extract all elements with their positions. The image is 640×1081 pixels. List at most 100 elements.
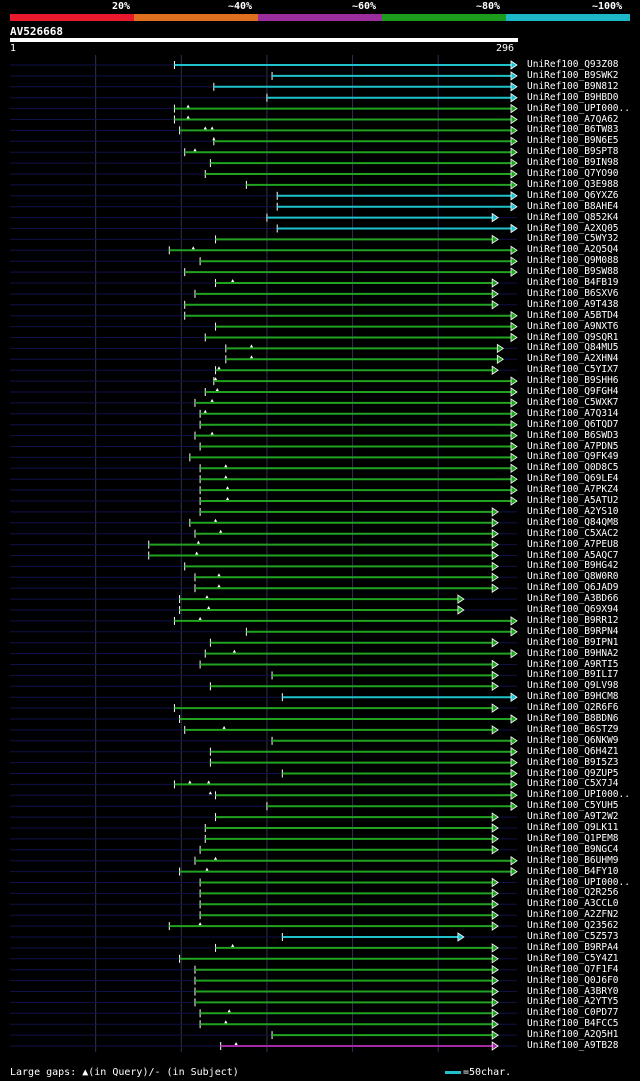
hit-row[interactable] (10, 332, 518, 343)
hit-label[interactable]: UniRef100_Q84MU5 (527, 342, 619, 354)
hit-label[interactable]: UniRef100_A2XQ05 (527, 222, 619, 234)
hit-row[interactable] (10, 409, 518, 419)
hit-row[interactable] (10, 997, 517, 1008)
hit-label[interactable]: UniRef100_A9T438 (527, 298, 619, 310)
hit-row[interactable] (10, 201, 518, 212)
hit-row[interactable] (10, 463, 518, 474)
hit-row[interactable] (10, 71, 518, 81)
hit-label[interactable]: UniRef100_B9SW88 (527, 266, 619, 278)
hit-row[interactable] (10, 768, 518, 779)
hit-row[interactable] (10, 943, 517, 953)
hit-row[interactable] (10, 365, 517, 375)
hit-label[interactable]: UniRef100_B8BDN6 (527, 713, 619, 724)
hit-row[interactable] (10, 583, 517, 593)
hit-row[interactable] (10, 779, 518, 790)
hit-label[interactable]: UniRef100_C5Z573 (527, 931, 619, 942)
hit-label[interactable]: UniRef100_Q84QM8 (527, 516, 619, 528)
hit-row[interactable] (10, 496, 518, 506)
hit-row[interactable] (10, 550, 517, 561)
hit-label[interactable]: UniRef100_A7PKZ4 (527, 484, 619, 496)
hit-row[interactable] (10, 300, 517, 310)
hit-row[interactable] (10, 790, 518, 801)
hit-label[interactable]: UniRef100_A5ATU2 (527, 495, 619, 506)
hit-label[interactable]: UniRef100_B9I5Z3 (527, 756, 619, 768)
hit-row[interactable] (10, 899, 517, 910)
hit-row[interactable] (10, 757, 518, 768)
hit-row[interactable] (10, 507, 517, 517)
hit-label[interactable]: UniRef100_A7PEU8 (527, 538, 619, 550)
hit-row[interactable] (10, 474, 518, 484)
hit-label[interactable]: UniRef100_A9T2W2 (527, 811, 619, 823)
hit-label[interactable]: UniRef100_Q6TQD7 (527, 418, 619, 430)
hit-label[interactable]: UniRef100_Q6YXZ6 (527, 189, 619, 201)
hit-row[interactable] (10, 245, 518, 256)
hit-label[interactable]: UniRef100_B6STZ9 (527, 723, 619, 735)
hit-label[interactable]: UniRef100_B9N812 (527, 80, 619, 92)
hit-row[interactable] (10, 986, 517, 997)
hit-row[interactable] (10, 387, 518, 397)
hit-label[interactable]: UniRef100_UPI000.. (527, 789, 630, 801)
hit-label[interactable]: UniRef100_B9IN98 (527, 157, 619, 169)
hit-row[interactable] (10, 147, 518, 157)
hit-row[interactable] (10, 692, 518, 702)
hit-row[interactable] (10, 637, 517, 648)
hit-label[interactable]: UniRef100_Q7YO90 (527, 168, 619, 179)
hit-label[interactable]: UniRef100_Q6NKW9 (527, 734, 619, 746)
hit-row[interactable] (10, 1041, 517, 1051)
hit-label[interactable]: UniRef100_A3BRY0 (527, 985, 619, 997)
hit-label[interactable]: UniRef100_C5WXK7 (527, 396, 619, 408)
hit-row[interactable] (10, 812, 517, 822)
hit-row[interactable] (10, 321, 518, 332)
hit-label[interactable]: UniRef100_Q0D8C5 (527, 462, 619, 474)
hit-row[interactable] (10, 452, 518, 463)
hit-label[interactable]: UniRef100_B9RPN4 (527, 625, 619, 637)
hit-label[interactable]: UniRef100_A2YS10 (527, 505, 619, 517)
hit-row[interactable] (10, 975, 517, 986)
hit-label[interactable]: UniRef100_B9NGC4 (527, 843, 619, 855)
hit-label[interactable]: UniRef100_Q6JAD9 (527, 582, 619, 594)
hit-label[interactable]: UniRef100_B9HG42 (527, 560, 619, 572)
hit-label[interactable]: UniRef100_B4FY10 (527, 865, 619, 877)
hit-label[interactable]: UniRef100_C5Y4Z1 (527, 952, 619, 964)
hit-row[interactable] (10, 910, 517, 920)
hit-label[interactable]: UniRef100_A2XHN4 (527, 353, 619, 365)
hit-label[interactable]: UniRef100_Q2R6F6 (527, 702, 619, 714)
hit-row[interactable] (10, 725, 517, 735)
hit-row[interactable] (10, 801, 518, 811)
hit-row[interactable] (10, 267, 518, 277)
hit-row[interactable] (10, 648, 518, 659)
hit-label[interactable]: UniRef100_B9SHH6 (527, 375, 619, 387)
hit-row[interactable] (10, 212, 517, 223)
hit-label[interactable]: UniRef100_C5WY32 (527, 233, 619, 245)
hit-label[interactable]: UniRef100_Q9LV98 (527, 680, 619, 692)
hit-label[interactable]: UniRef100_Q6H4Z1 (527, 745, 619, 757)
hit-label[interactable]: UniRef100_B9SPT8 (527, 146, 619, 158)
hit-label[interactable]: UniRef100_Q9ZUP5 (527, 767, 619, 779)
hit-label[interactable]: UniRef100_B8AHE4 (527, 200, 619, 212)
hit-label[interactable]: UniRef100_A2Q5Q4 (527, 244, 619, 256)
hit-label[interactable]: UniRef100_A7Q314 (527, 407, 619, 419)
hit-row[interactable] (10, 343, 517, 354)
hit-row[interactable] (10, 888, 517, 899)
hit-row[interactable] (10, 169, 518, 179)
hit-row[interactable] (10, 845, 517, 855)
hit-row[interactable] (10, 866, 518, 877)
hit-row[interactable] (10, 114, 518, 125)
hit-label[interactable]: UniRef100_A7PDN5 (527, 440, 619, 452)
hit-label[interactable]: UniRef100_C0PD77 (527, 1007, 619, 1019)
hit-label[interactable]: UniRef100_A5BTD4 (527, 309, 619, 321)
hit-label[interactable]: UniRef100_A9NXT6 (527, 320, 619, 332)
hit-row[interactable] (10, 398, 518, 408)
hit-label[interactable]: UniRef100_B6UHM9 (527, 854, 619, 866)
hit-row[interactable] (10, 681, 517, 692)
hit-label[interactable]: UniRef100_A3CCL0 (527, 898, 619, 910)
hit-row[interactable] (10, 158, 518, 168)
hit-row[interactable] (10, 605, 517, 615)
hit-label[interactable]: UniRef100_Q8W0R0 (527, 571, 619, 583)
hit-label[interactable]: UniRef100_Q1PEM8 (527, 832, 619, 844)
hit-row[interactable] (10, 528, 517, 539)
hit-label[interactable]: UniRef100_Q69X94 (527, 604, 619, 615)
hit-row[interactable] (10, 256, 518, 266)
hit-label[interactable]: UniRef100_Q93Z08 (527, 59, 619, 70)
hit-label[interactable]: UniRef100_Q9FK49 (527, 451, 619, 463)
